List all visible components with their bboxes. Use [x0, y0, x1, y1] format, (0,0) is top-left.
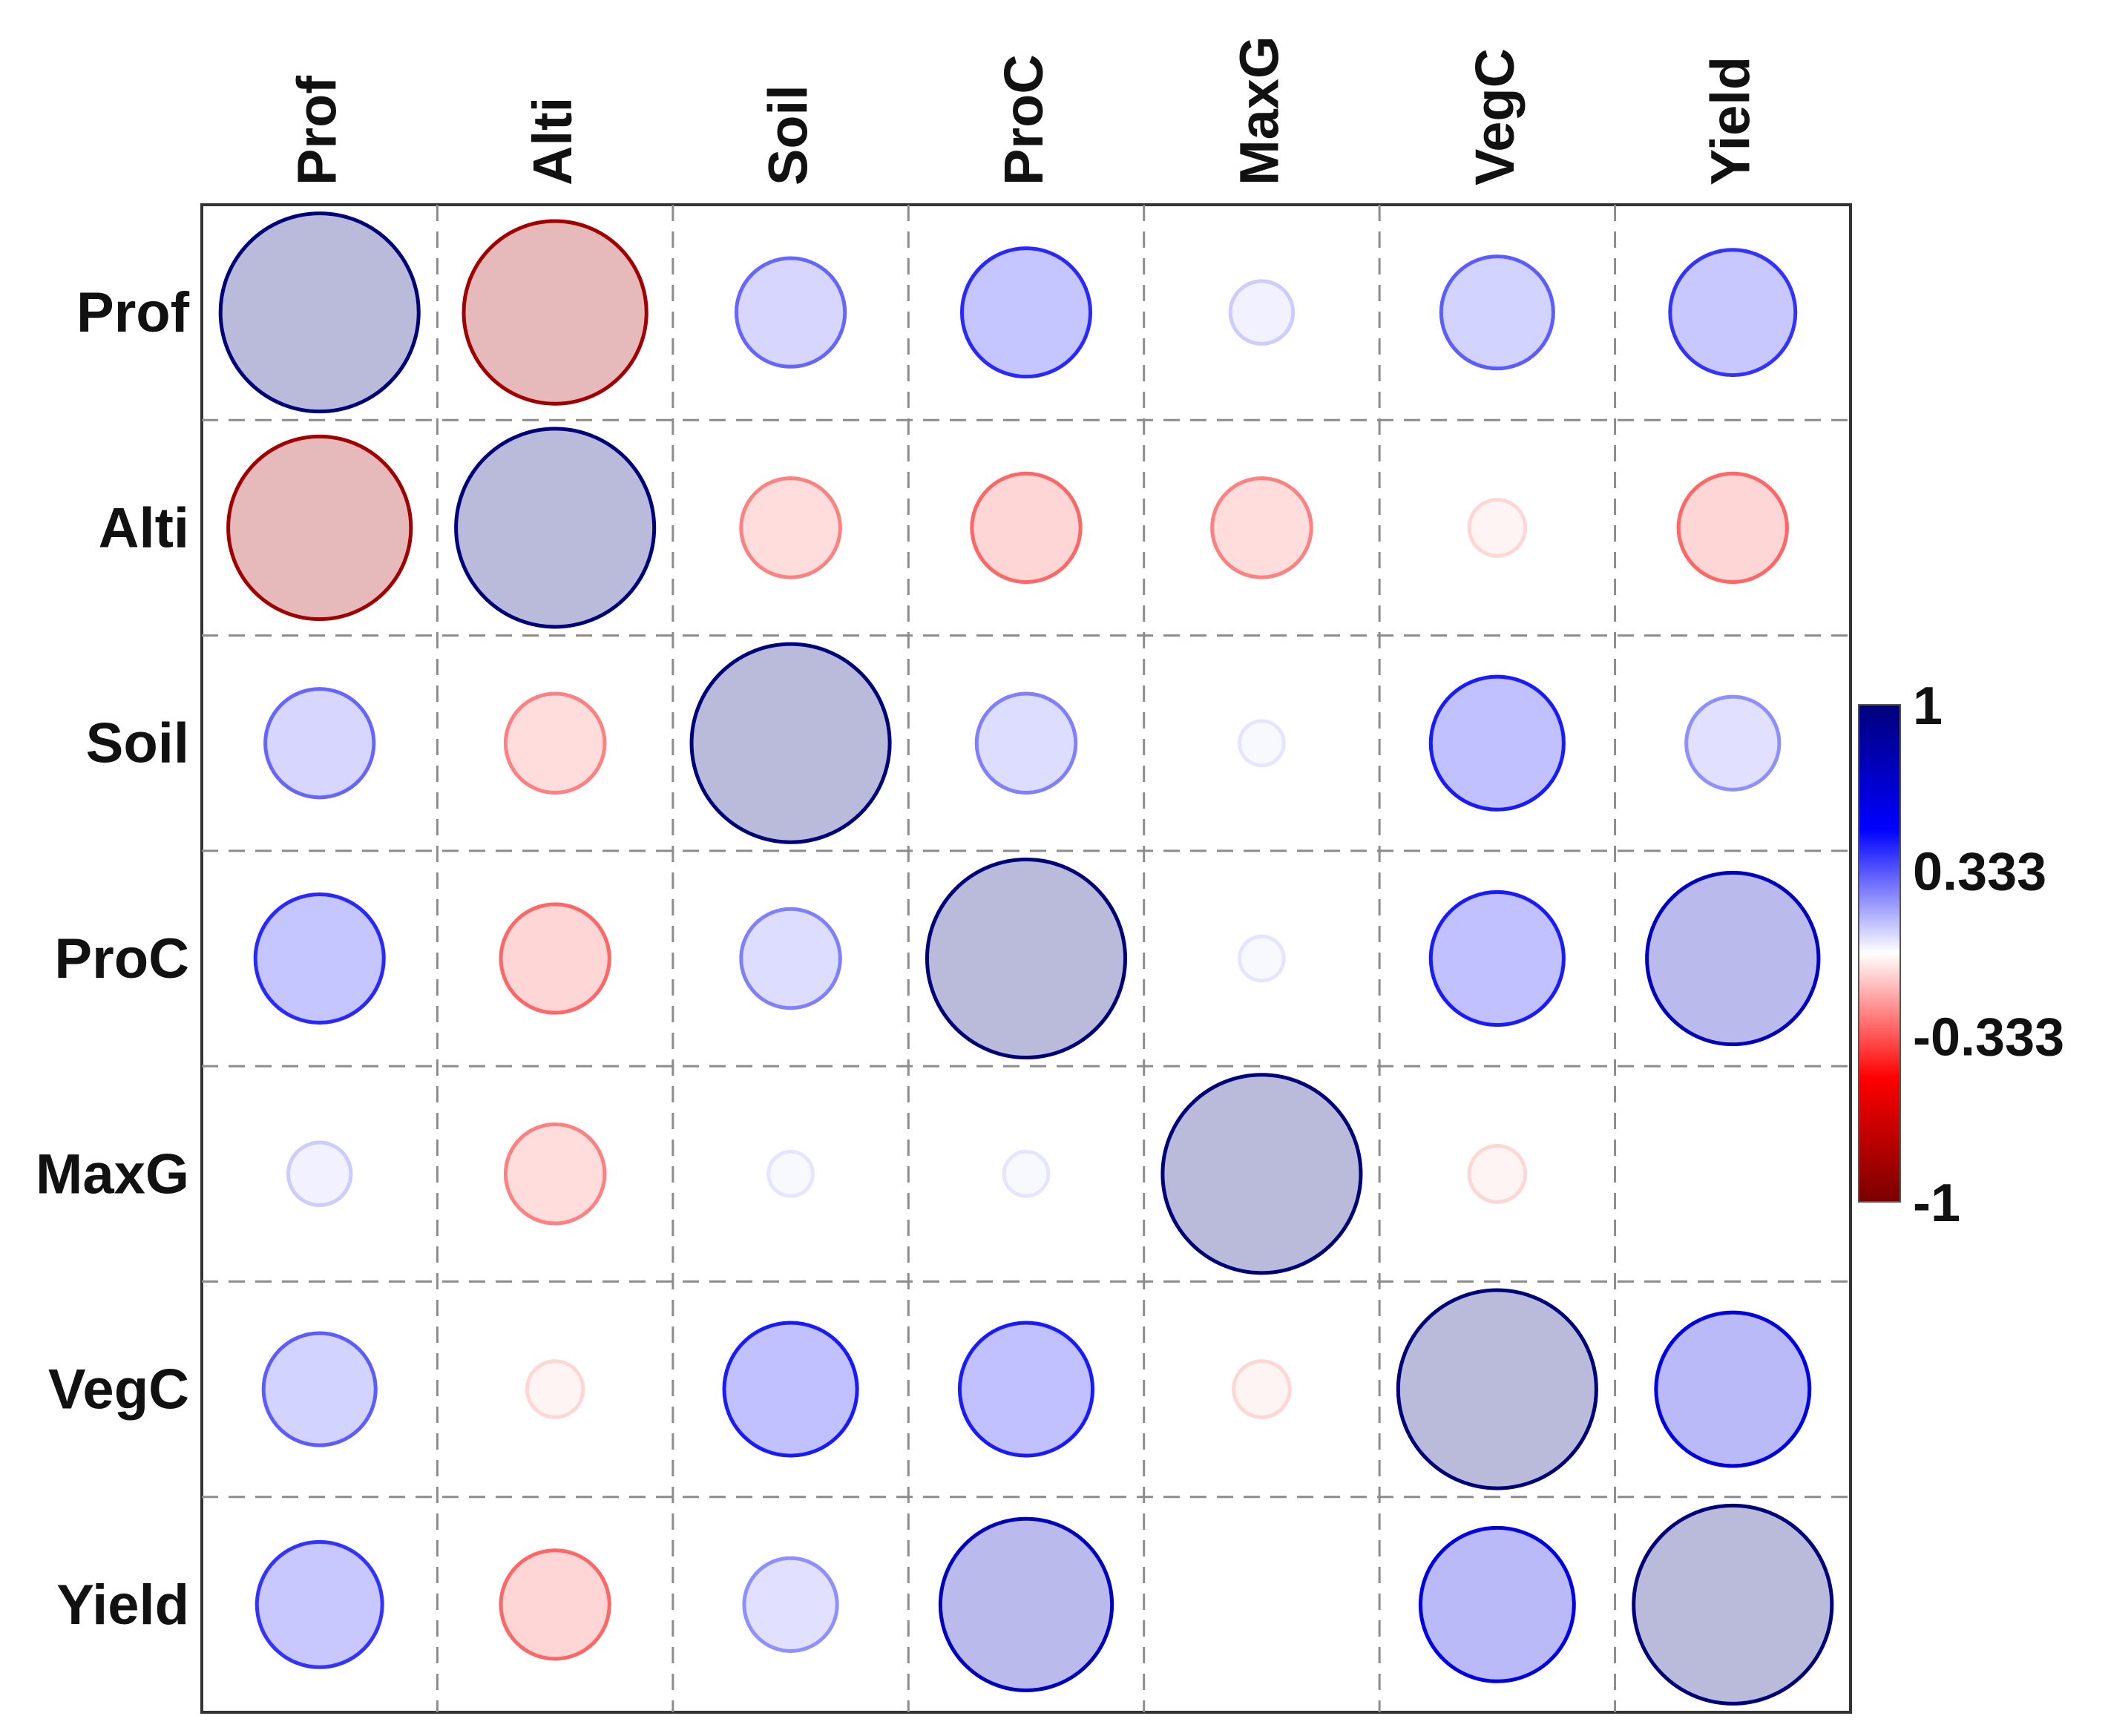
- corr-circle-yield-prof: [255, 1539, 384, 1669]
- grid-lines: [202, 205, 1851, 1712]
- corr-circle-yield-alti: [499, 1548, 611, 1661]
- corr-circle-soil-maxg: [1238, 719, 1286, 768]
- row-label-yield: Yield: [56, 1574, 189, 1637]
- corr-circle-proc-alti: [499, 902, 611, 1015]
- corr-circle-alti-soil: [739, 476, 842, 579]
- corr-circle-proc-maxg: [1238, 934, 1286, 983]
- corr-circle-maxg-vegc: [1467, 1144, 1528, 1204]
- corr-circle-vegc-maxg: [1232, 1359, 1292, 1419]
- corr-circle-vegc-vegc: [1396, 1288, 1598, 1490]
- colorbar-tick-label: -1: [1913, 1174, 1960, 1233]
- corr-circle-soil-yield: [1684, 694, 1782, 792]
- corr-circle-yield-yield: [1632, 1503, 1834, 1706]
- row-label-vegc: VegC: [48, 1358, 189, 1421]
- corr-circle-soil-prof: [263, 687, 376, 800]
- corr-circle-yield-proc: [938, 1516, 1114, 1692]
- corr-circle-alti-proc: [970, 471, 1083, 585]
- col-label-alti: Alti: [522, 97, 583, 185]
- corr-circle-alti-alti: [454, 427, 657, 629]
- corr-circle-soil-alti: [503, 691, 607, 795]
- corr-circle-maxg-maxg: [1160, 1073, 1363, 1275]
- corr-circle-yield-soil: [742, 1556, 839, 1653]
- corr-circle-soil-vegc: [1428, 674, 1566, 812]
- corr-circle-vegc-prof: [261, 1331, 378, 1447]
- corr-circle-proc-vegc: [1428, 890, 1566, 1028]
- corr-circle-vegc-alti: [525, 1359, 585, 1419]
- corr-circle-soil-proc: [974, 691, 1078, 795]
- corr-circle-proc-prof: [253, 892, 386, 1025]
- corr-circle-maxg-prof: [286, 1140, 353, 1208]
- col-label-yield: Yield: [1699, 56, 1761, 185]
- corr-circle-vegc-soil: [722, 1321, 859, 1458]
- row-label-proc: ProC: [54, 927, 189, 990]
- corr-circle-alti-prof: [226, 434, 413, 622]
- corr-circle-prof-proc: [959, 246, 1093, 379]
- corr-circle-prof-maxg: [1228, 279, 1296, 346]
- row-label-maxg: MaxG: [36, 1142, 189, 1206]
- row-label-soil: Soil: [86, 712, 189, 775]
- corr-circle-proc-soil: [739, 907, 842, 1010]
- corr-circle-prof-yield: [1668, 248, 1798, 378]
- color-legend: 1 0.333 -0.333 -1: [1858, 677, 2064, 1233]
- corr-circle-maxg-soil: [766, 1149, 815, 1198]
- row-labels: Prof Alti Soil ProC MaxG VegC Yield: [36, 281, 190, 1637]
- corr-circle-prof-soil: [734, 256, 847, 369]
- corr-circle-maxg-alti: [503, 1122, 607, 1226]
- correlation-circles: [218, 211, 1834, 1706]
- row-label-prof: Prof: [76, 281, 190, 344]
- corr-circle-vegc-proc: [957, 1321, 1095, 1458]
- row-label-alti: Alti: [99, 496, 189, 559]
- column-labels: Prof Alti Soil ProC MaxG VegC Yield: [286, 36, 1761, 185]
- corr-circle-proc-yield: [1645, 870, 1821, 1047]
- corr-circle-vegc-yield: [1654, 1310, 1812, 1468]
- corr-circle-prof-alti: [462, 219, 649, 406]
- corr-circle-proc-proc: [925, 857, 1128, 1060]
- corr-circle-prof-vegc: [1439, 254, 1555, 371]
- corr-circle-alti-vegc: [1467, 498, 1528, 558]
- corr-circle-yield-vegc: [1418, 1525, 1576, 1683]
- col-label-vegc: VegC: [1464, 48, 1526, 185]
- col-label-prof: Prof: [286, 76, 348, 185]
- colorbar: [1858, 704, 1901, 1203]
- col-label-maxg: MaxG: [1228, 36, 1290, 185]
- corr-circle-alti-yield: [1676, 471, 1789, 585]
- col-label-proc: ProC: [993, 54, 1054, 185]
- corr-circle-soil-soil: [689, 642, 892, 844]
- corr-circle-maxg-proc: [1002, 1149, 1051, 1198]
- corr-circle-prof-prof: [218, 211, 421, 414]
- corr-circle-alti-maxg: [1210, 476, 1313, 579]
- colorbar-tick-label: 0.333: [1913, 842, 2046, 901]
- colorbar-tick-label: 1: [1913, 677, 1943, 736]
- colorbar-tick-label: -0.333: [1913, 1008, 2064, 1068]
- plot-border: [200, 203, 1852, 1714]
- corr-circle-yield-maxg: [1259, 1602, 1264, 1607]
- col-label-soil: Soil: [758, 85, 819, 185]
